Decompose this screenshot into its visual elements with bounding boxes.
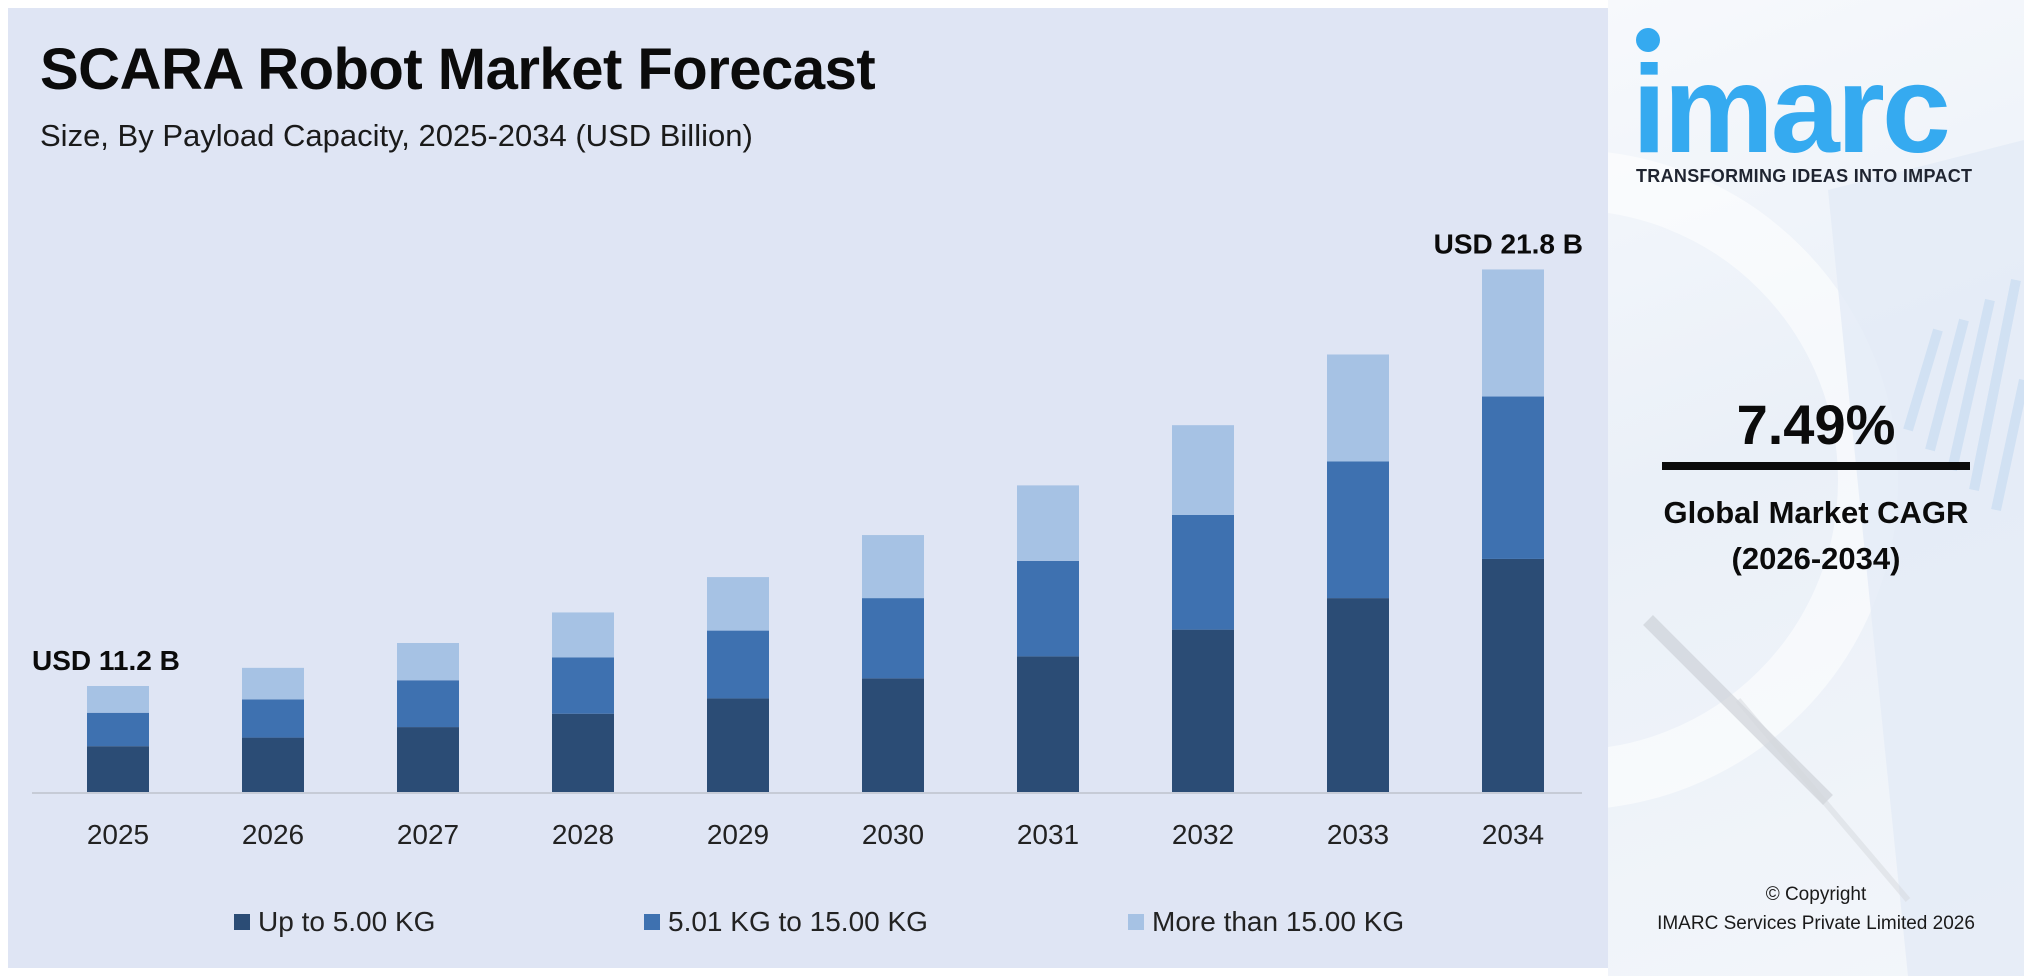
copyright-line1: © Copyright (1765, 884, 1867, 905)
x-tick-label-2029: 2029 (707, 819, 769, 850)
chart-panel: SCARA Robot Market Forecast Size, By Pay… (8, 8, 1608, 968)
bar-2025-series-1 (87, 712, 149, 747)
bar-2034-series-1 (1482, 396, 1544, 559)
bar-2032-series-0 (1172, 629, 1234, 793)
bar-2027-series-2 (397, 643, 459, 681)
bar-2034-series-2 (1482, 269, 1544, 397)
bar-2032-series-2 (1172, 425, 1234, 515)
x-tick-label-2032: 2032 (1172, 819, 1234, 850)
bar-2033-series-1 (1327, 461, 1389, 599)
legend-item-0: Up to 5.00 KG (234, 906, 435, 937)
bar-2025-series-0 (87, 746, 149, 793)
bar-2028-series-0 (552, 713, 614, 793)
legend-label-2: More than 15.00 KG (1152, 906, 1404, 937)
x-tick-label-2025: 2025 (87, 819, 149, 850)
cagr-label-line1: Global Market CAGR (1663, 495, 1969, 530)
x-tick-label-2027: 2027 (397, 819, 459, 850)
bar-2027-series-0 (397, 727, 459, 793)
logo-tagline: TRANSFORMING IDEAS INTO IMPACT (1636, 166, 1973, 186)
bar-2033-series-0 (1327, 598, 1389, 793)
legend-label-1: 5.01 KG to 15.00 KG (668, 906, 928, 937)
decorative-chart-background (1608, 140, 2024, 976)
legend-label-0: Up to 5.00 KG (258, 906, 435, 937)
x-tick-label-2026: 2026 (242, 819, 304, 850)
bar-2029-series-2 (707, 577, 769, 631)
bar-2033-series-2 (1327, 354, 1389, 462)
chart-subtitle: Size, By Payload Capacity, 2025-2034 (US… (40, 118, 753, 153)
bar-2025-series-2 (87, 686, 149, 713)
legend-swatch-0 (234, 914, 250, 930)
bar-2030-series-0 (862, 678, 924, 793)
bar-2034-series-0 (1482, 558, 1544, 793)
bars-layer (87, 269, 1544, 793)
copyright: © Copyright IMARC Services Private Limit… (1608, 880, 2024, 938)
cagr-label: Global Market CAGR (2026-2034) (1608, 490, 2024, 582)
cagr-divider (1662, 462, 1970, 470)
bar-2030-series-2 (862, 535, 924, 599)
total-labels: USD 11.2 B USD 21.8 B (32, 228, 1583, 676)
total-label-2025: USD 11.2 B (32, 645, 180, 676)
bar-2032-series-1 (1172, 514, 1234, 630)
x-tick-label-2030: 2030 (862, 819, 924, 850)
cagr-label-line2: (2026-2034) (1731, 541, 1901, 576)
bar-2031-series-2 (1017, 485, 1079, 561)
total-label-2034: USD 21.8 B (1434, 228, 1583, 259)
chart-title: SCARA Robot Market Forecast (40, 37, 876, 102)
logo-dot (1636, 28, 1660, 52)
legend: Up to 5.00 KG 5.01 KG to 15.00 KG More tha… (234, 906, 1404, 937)
bar-2030-series-1 (862, 598, 924, 679)
imarc-logo: imarc (1632, 41, 1951, 179)
bar-2029-series-0 (707, 698, 769, 793)
bar-2026-series-2 (242, 667, 304, 700)
x-tick-label-2028: 2028 (552, 819, 614, 850)
x-tick-label-2033: 2033 (1327, 819, 1389, 850)
legend-swatch-1 (644, 914, 660, 930)
bar-2026-series-0 (242, 737, 304, 793)
bar-2028-series-2 (552, 612, 614, 658)
copyright-line2: IMARC Services Private Limited 2026 (1657, 913, 1975, 934)
legend-swatch-2 (1128, 914, 1144, 930)
bar-2029-series-1 (707, 630, 769, 699)
legend-item-1: 5.01 KG to 15.00 KG (644, 906, 928, 937)
side-panel: imarc TRANSFORMING IDEAS INTO IMPACT 7.4… (1608, 0, 2024, 976)
bar-2031-series-0 (1017, 656, 1079, 793)
bar-2027-series-1 (397, 680, 459, 728)
x-tick-labels: 2025 2026 2027 2028 2029 2030 2031 2032 2033 2034 (87, 819, 1544, 850)
x-tick-label-2031: 2031 (1017, 819, 1079, 850)
bar-2026-series-1 (242, 699, 304, 738)
bar-2031-series-1 (1017, 560, 1079, 657)
bar-2028-series-1 (552, 657, 614, 714)
legend-item-2: More than 15.00 KG (1128, 906, 1404, 937)
cagr-value: 7.49% (1736, 393, 1896, 456)
stacked-bar-chart: 2025 2026 2027 2028 2029 2030 2031 2032 2033 2034… (32, 228, 1583, 937)
x-tick-label-2034: 2034 (1482, 819, 1544, 850)
